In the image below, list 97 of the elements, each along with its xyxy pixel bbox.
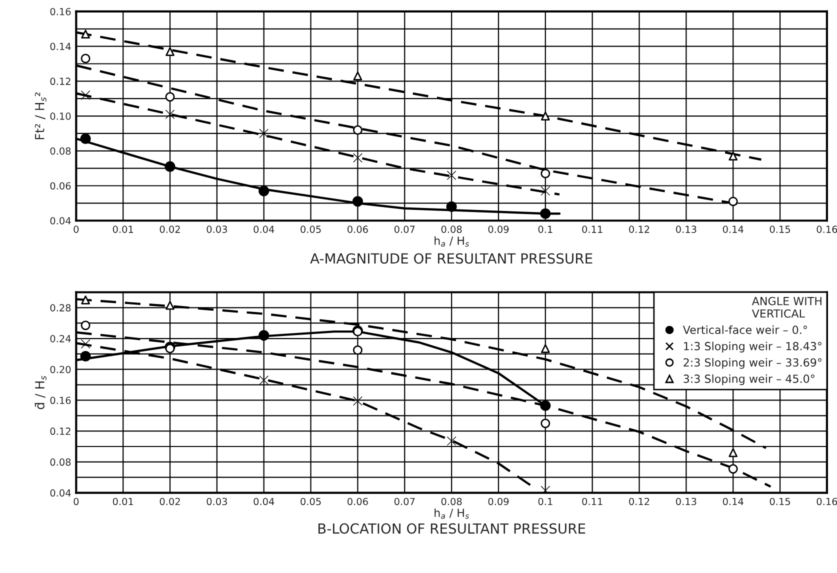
point: [540, 186, 550, 196]
x-axis-title: h$_{a}$ / H$_{s}$: [434, 236, 469, 247]
point: [164, 161, 176, 172]
x-tick-label: 0.05: [300, 226, 321, 233]
point: [353, 396, 362, 406]
y-axis-title: Ft² / H$_{s}$²: [34, 92, 46, 140]
x-tick-label: 0.11: [582, 498, 602, 506]
point: [352, 196, 364, 207]
x-tick-label: 0.03: [206, 226, 227, 233]
y-tick-label: 0.20: [50, 366, 71, 374]
point: [446, 170, 456, 180]
x-tick-label: 0.06: [348, 498, 368, 506]
point: [540, 418, 550, 428]
point: [165, 110, 175, 119]
y-tick-label: 0.16: [50, 396, 71, 404]
point: [259, 128, 269, 138]
point: [728, 464, 738, 474]
x-tick-label: 0.09: [488, 226, 509, 233]
point: [80, 133, 91, 144]
x-tick-label: 0.16: [816, 498, 837, 506]
point: [80, 320, 90, 330]
legend-label: 1:3 Sloping weir – 18.43°: [684, 342, 822, 352]
x-tick-label: 0: [74, 498, 79, 506]
x-axis-title: h$_{a}$ / H$_{s}$: [434, 508, 469, 519]
x-tick-label: 0.14: [722, 226, 744, 233]
point: [258, 330, 270, 341]
point: [728, 152, 738, 161]
point: [446, 436, 456, 446]
point: [81, 296, 90, 304]
y-tick-label: 0.04: [50, 489, 71, 497]
y-tick-label: 0.10: [50, 112, 71, 120]
point: [353, 153, 362, 163]
x-tick-label: 0.1: [538, 498, 552, 506]
x-tick-label: 0.07: [394, 226, 415, 233]
point: [540, 344, 550, 353]
legend-label: Vertical-face weir – 0.°: [682, 325, 807, 334]
x-tick-label: 0.1: [538, 226, 552, 233]
point: [81, 30, 90, 39]
y-tick-label: 0.12: [50, 78, 70, 86]
x-tick-label: 0.08: [441, 226, 462, 233]
x-tick-label: 0.11: [582, 226, 602, 233]
point: [540, 486, 550, 493]
x-tick-label: 0.04: [254, 498, 274, 506]
x-tick-label: 0.12: [629, 226, 650, 233]
point: [540, 168, 550, 178]
y-axis-title: d̄ / H$_{s}$: [34, 376, 46, 410]
x-tick-label: 0.02: [160, 498, 180, 506]
point: [540, 112, 550, 120]
text: B-LOCATION OF RESULTANT PRESSURE: [318, 523, 586, 534]
point: [352, 345, 362, 355]
point: [258, 186, 270, 196]
point: [446, 201, 457, 212]
x-tick-label: 0.13: [676, 226, 696, 233]
point: [80, 339, 90, 349]
x-tick-label: 0.13: [676, 498, 696, 506]
text: A-MAGNITUDE OF RESULTANT PRESSURE: [310, 253, 592, 264]
x-tick-label: 0.05: [300, 498, 321, 506]
x-tick-label: 0.16: [816, 226, 837, 233]
x-tick-label: 0.14: [722, 498, 744, 506]
y-tick-label: 0.08: [50, 458, 71, 466]
x-tick-label: 0.02: [160, 226, 180, 233]
point: [728, 448, 738, 458]
point: [259, 375, 269, 385]
x-tick-label: 0.08: [441, 498, 462, 506]
point: [728, 196, 738, 206]
y-tick-label: 0.28: [50, 304, 71, 312]
point: [352, 125, 362, 135]
y-tick-label: 0.06: [50, 182, 71, 190]
y-tick-label: 0.24: [50, 334, 71, 342]
point: [80, 350, 91, 362]
y-tick-label: 0.08: [50, 147, 71, 155]
legend-label: 3:3 Sloping weir – 45.0°: [684, 374, 814, 386]
x-tick-label: 0.15: [770, 498, 790, 506]
y-tick-label: 0.12: [50, 428, 70, 435]
point: [540, 400, 551, 411]
x-tick-label: 0.04: [254, 226, 274, 233]
x-tick-label: 0.12: [629, 498, 650, 506]
point: [353, 72, 362, 80]
x-tick-label: 0.15: [770, 226, 790, 233]
point: [80, 54, 90, 64]
y-tick-label: 0.14: [50, 42, 71, 50]
x-tick-label: 0.01: [112, 498, 134, 506]
point: [166, 47, 174, 56]
point: [80, 90, 90, 100]
x-tick-label: 0.01: [112, 226, 134, 233]
y-tick-label: 0.04: [50, 217, 71, 224]
x-tick-label: 0.07: [394, 498, 415, 506]
point: [165, 92, 175, 102]
x-tick-label: 0.09: [488, 498, 509, 506]
y-tick-label: 0.16: [50, 8, 71, 16]
x-tick-label: 0.06: [348, 226, 368, 233]
point: [540, 208, 551, 219]
x-tick-label: 0.03: [206, 498, 227, 506]
point: [166, 300, 174, 310]
legend-title: ANGLE WITH VERTICAL: [752, 296, 822, 318]
legend-label: 2:3 Sloping weir – 33.69°: [684, 358, 822, 369]
x-tick-label: 0: [74, 226, 79, 233]
